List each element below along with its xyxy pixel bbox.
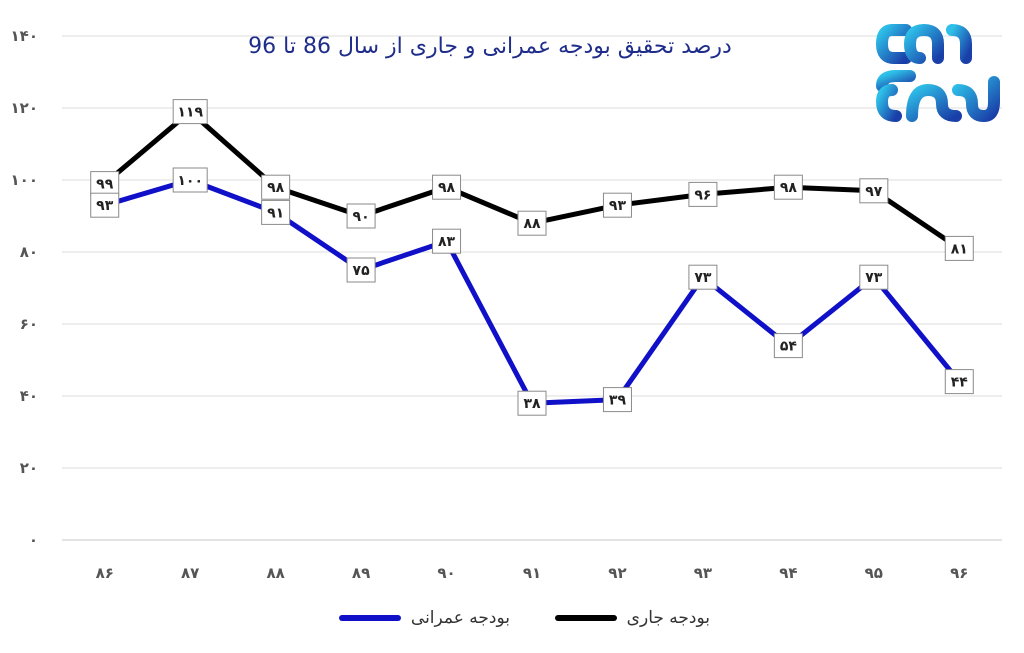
data-label: ۹۶ <box>694 187 711 203</box>
data-label: ۱۰۰ <box>177 173 203 189</box>
x-tick-label: ۹۱ <box>523 564 541 582</box>
data-point-marker <box>432 174 462 200</box>
x-tick-label: ۸۸ <box>266 564 284 582</box>
legend-swatch <box>338 615 401 621</box>
chart-title: درصد تحقیق بودجه عمرانی و جاری از سال 86… <box>248 34 732 59</box>
x-tick-label: ۹۰ <box>437 564 455 582</box>
line-chart: ۰ ۲۰ ۴۰ ۶۰ ۸۰ ۱۰۰ ۱۲۰ ۱۴۰ ۸۶ ۸۷ ۸۸ ۸۹ ۹۰ ۹۱ ۹۲ ۹۳ ۹۴ ۹۵ ۹۶… <box>11 27 1002 582</box>
brand-logo-icon <box>876 23 1000 123</box>
data-point-marker <box>172 99 208 125</box>
data-label: ۹۰ <box>353 209 370 225</box>
data-label: ۸۱ <box>951 241 968 257</box>
data-label: ۷۳ <box>865 270 883 286</box>
y-tick-label: ۰ <box>29 531 38 549</box>
legend-item-current-budget: بودجه جاری <box>554 604 710 632</box>
data-point-marker <box>346 203 376 229</box>
x-tick-label: ۹۴ <box>779 564 797 582</box>
legend-swatch <box>554 615 617 621</box>
data-point-marker <box>432 228 462 254</box>
data-point-marker <box>90 192 120 218</box>
data-point-marker <box>172 167 208 193</box>
data-label: ۳۸ <box>523 396 541 412</box>
x-tick-label: ۸۷ <box>181 564 199 582</box>
data-point-marker <box>602 192 632 218</box>
data-label: ۸۸ <box>523 216 541 232</box>
data-point-marker <box>944 369 974 395</box>
legend-item-development-budget: بودجه عمرانی <box>338 604 510 632</box>
data-point-marker <box>688 181 718 207</box>
data-point-marker <box>944 235 974 261</box>
data-point-marker <box>859 178 889 204</box>
x-tick-label: ۹۲ <box>608 564 626 582</box>
y-tick-label: ۱۴۰ <box>11 27 38 45</box>
x-tick-label: ۹۳ <box>694 564 712 582</box>
data-point-marker <box>517 210 547 236</box>
data-label: ۹۷ <box>865 184 883 200</box>
data-point-marker <box>261 199 291 225</box>
y-tick-label: ۱۰۰ <box>11 171 38 189</box>
y-tick-label: ۸۰ <box>20 243 38 261</box>
x-tick-label: ۸۶ <box>96 564 114 582</box>
legend-label: بودجه جاری <box>626 608 710 628</box>
x-tick-label: ۹۶ <box>950 564 968 582</box>
y-tick-label: ۲۰ <box>20 459 38 477</box>
data-label: ۸۳ <box>438 234 456 250</box>
data-point-marker <box>261 174 291 200</box>
x-tick-label: ۸۹ <box>352 564 370 582</box>
data-label: ۹۸ <box>438 180 456 196</box>
chart-legend: بودجه جاری بودجه عمرانی <box>330 604 710 632</box>
data-point-marker <box>602 387 632 413</box>
data-label: ۵۴ <box>780 339 798 355</box>
data-label: ۳۹ <box>609 393 627 409</box>
data-label: ۹۸ <box>267 180 285 196</box>
data-label: ۷۳ <box>694 270 712 286</box>
data-point-marker <box>517 390 547 416</box>
legend-label: بودجه عمرانی <box>410 608 510 628</box>
data-label: ۱۱۹ <box>177 105 203 121</box>
data-label: ۴۴ <box>951 375 969 391</box>
data-label: ۹۸ <box>780 180 798 196</box>
x-tick-label: ۹۵ <box>865 564 883 582</box>
data-point-marker <box>773 333 803 359</box>
y-tick-label: ۴۰ <box>20 387 38 405</box>
y-tick-label: ۶۰ <box>20 315 38 333</box>
data-label: ۷۵ <box>353 263 371 279</box>
y-tick-label: ۱۲۰ <box>11 99 38 117</box>
data-point-marker <box>773 174 803 200</box>
data-point-marker <box>346 257 376 283</box>
data-label: ۹۹ <box>96 177 114 193</box>
data-point-marker <box>688 264 718 290</box>
data-point-marker <box>859 264 889 290</box>
data-label: ۹۳ <box>609 198 627 214</box>
data-label: ۹۱ <box>267 205 284 221</box>
data-label: ۹۳ <box>96 198 114 214</box>
